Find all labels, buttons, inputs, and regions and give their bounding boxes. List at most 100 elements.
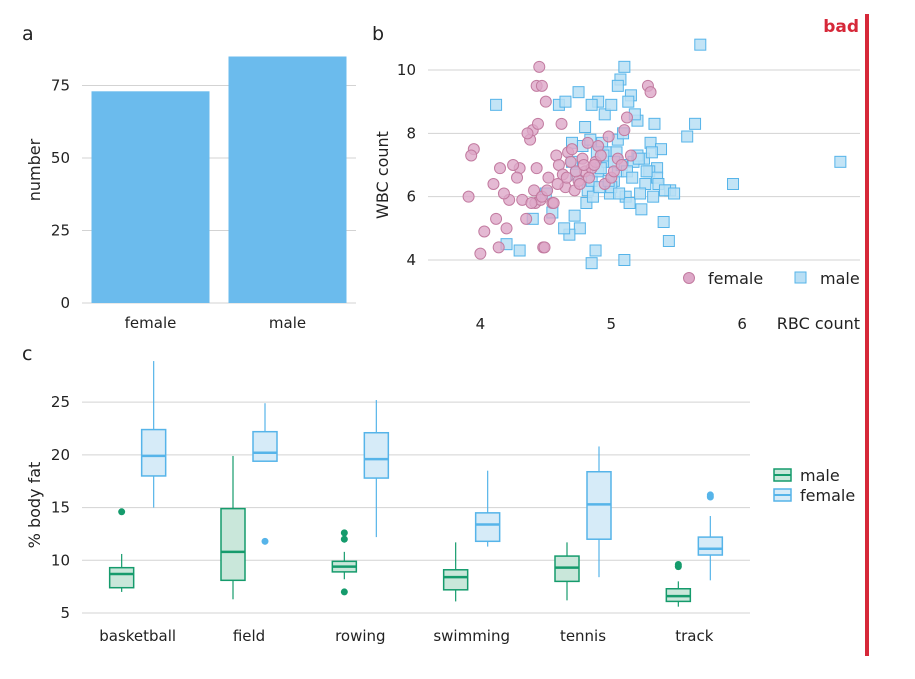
panel-c-xtick-label: rowing <box>335 627 385 645</box>
outlier-point <box>340 535 348 543</box>
female-point <box>528 184 541 197</box>
female-point <box>602 130 615 143</box>
panel-a-ytick-label: 25 <box>51 222 70 240</box>
male-point <box>579 121 592 133</box>
male-point <box>640 165 653 178</box>
box-male-field <box>220 455 246 600</box>
outlier-point <box>340 588 348 596</box>
panel-a-ytick-label: 50 <box>51 149 70 167</box>
panel-c-ytick-label: 15 <box>51 499 70 517</box>
panel-c-xtick-label: tennis <box>560 627 606 645</box>
male-point <box>626 171 639 184</box>
male-point <box>558 222 571 235</box>
female-point <box>618 124 631 137</box>
legend-female-marker <box>683 272 695 284</box>
female-point <box>535 79 548 92</box>
panel-b-ytick-label: 6 <box>406 188 416 206</box>
female-point <box>474 247 487 260</box>
panel-c-legend: male female <box>773 466 855 505</box>
box-female-tennis <box>586 446 612 578</box>
female-point <box>594 149 607 162</box>
male-point <box>694 38 707 51</box>
female-point <box>569 165 582 178</box>
female-point <box>547 197 560 209</box>
box-iqr <box>220 507 246 582</box>
panel-c-ylabel: % body fat <box>25 462 44 549</box>
panel-c-xtick-label: track <box>675 627 713 645</box>
female-point <box>615 159 628 171</box>
panel-b-ytick-label: 10 <box>397 61 416 79</box>
box-male-track <box>665 561 692 607</box>
panel-c-ytick-label: 10 <box>51 551 70 569</box>
female-point <box>539 95 552 108</box>
box-iqr <box>474 512 501 543</box>
box-female-field <box>252 403 278 545</box>
box-female-basketball <box>140 361 167 508</box>
female-point <box>620 111 633 124</box>
box-female-track <box>697 491 724 581</box>
male-point <box>668 187 681 200</box>
female-point <box>644 86 657 99</box>
panel-c-letter: c <box>22 343 32 365</box>
panel-a-ytick-label: 75 <box>51 77 70 95</box>
male-point <box>727 178 740 190</box>
female-point <box>581 136 594 149</box>
male-point <box>681 130 694 143</box>
female-point <box>624 149 637 162</box>
box-male-rowing <box>331 529 358 596</box>
male-point <box>622 95 635 108</box>
male-point <box>490 98 503 111</box>
male-point <box>585 98 598 111</box>
bar-male <box>228 56 347 303</box>
panel-c-xtick-label: basketball <box>99 627 176 645</box>
female-point <box>543 212 556 225</box>
female-point <box>497 187 510 200</box>
female-point <box>566 143 578 156</box>
male-point <box>652 178 665 190</box>
male-point <box>613 187 626 200</box>
male-point <box>586 190 599 203</box>
female-point <box>492 241 505 254</box>
outlier-point <box>674 561 682 569</box>
legend-c-male-label: male <box>800 466 840 485</box>
panel-b-ylabel: WBC count <box>373 131 392 219</box>
female-point <box>538 241 551 254</box>
outlier-point <box>118 508 126 516</box>
female-point <box>511 171 524 184</box>
male-point <box>611 79 624 92</box>
box-male-tennis <box>554 542 580 601</box>
male-point <box>647 190 660 203</box>
panel-b-letter: b <box>372 23 384 45</box>
female-point <box>555 117 568 130</box>
panel-b-ytick-label: 4 <box>406 251 416 269</box>
panel-a-ylabel: number <box>25 138 44 201</box>
panel-c-ytick-label: 5 <box>60 604 70 622</box>
female-point <box>494 162 506 175</box>
female-point <box>487 178 500 190</box>
box-iqr <box>442 569 469 591</box>
panel-a: a 0 25 50 75 female male number <box>22 23 356 332</box>
panel-b-xtick-label: 6 <box>737 315 747 333</box>
male-point <box>598 108 611 121</box>
box-iqr <box>108 566 135 589</box>
bar-female <box>91 91 210 303</box>
female-point <box>521 127 534 140</box>
female-point <box>551 178 564 190</box>
box-female-swimming <box>474 470 501 547</box>
panel-b: b 4 6 8 10 4 5 6 WBC count RBC count female m… <box>372 23 860 333</box>
panel-a-letter: a <box>22 23 34 45</box>
male-point <box>635 203 648 216</box>
male-point <box>585 257 598 270</box>
female-point <box>542 171 555 184</box>
box-iqr <box>252 430 278 462</box>
male-point <box>572 86 585 99</box>
panel-a-xtick-label: male <box>269 314 306 332</box>
male-point <box>589 244 602 257</box>
female-point <box>478 225 491 238</box>
female-point <box>520 212 533 225</box>
female-point <box>507 159 520 171</box>
panel-c-xtick-label: swimming <box>433 627 510 645</box>
female-point <box>465 149 478 162</box>
female-point <box>462 190 475 203</box>
